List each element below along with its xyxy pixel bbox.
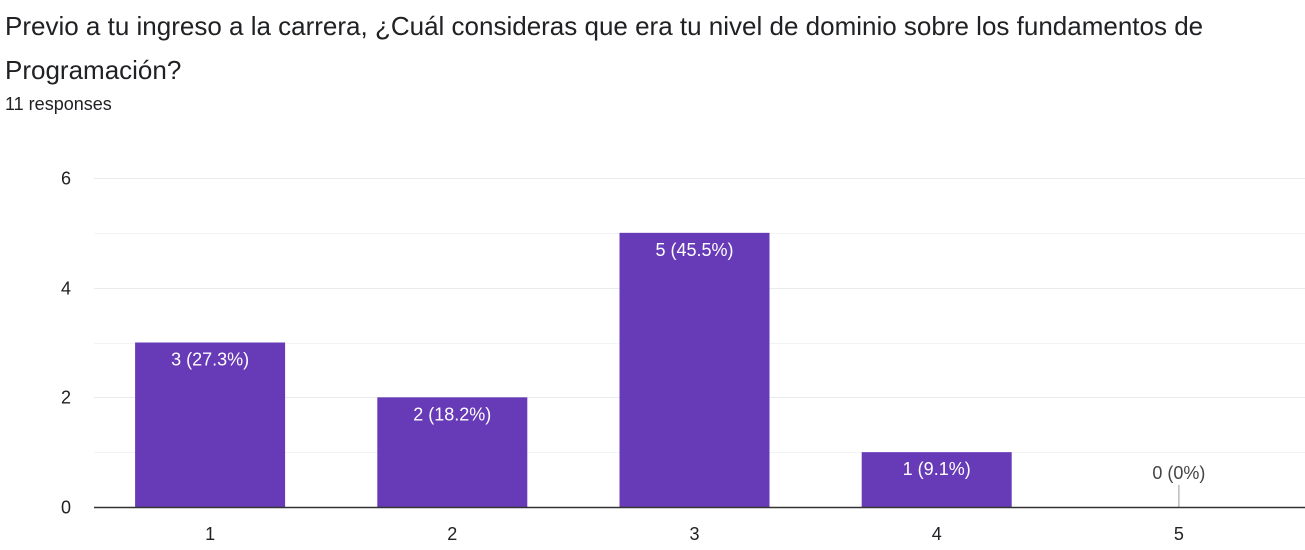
bar[interactable] <box>861 452 1012 507</box>
x-tick-label: 4 <box>932 524 942 544</box>
bar-data-label: 5 (45.5%) <box>655 240 733 260</box>
bar[interactable] <box>377 397 528 507</box>
bar[interactable] <box>619 232 770 508</box>
x-tick-label: 2 <box>447 524 457 544</box>
response-count: 11 responses <box>5 94 112 114</box>
y-tick-label: 4 <box>61 279 71 299</box>
bar-data-label: 0 (0%) <box>1152 463 1205 483</box>
y-tick-label: 6 <box>61 169 71 189</box>
question-title: Previo a tu ingreso a la carrera, ¿Cuál … <box>5 11 1204 85</box>
x-tick-label: 5 <box>1174 524 1184 544</box>
y-tick-label: 2 <box>61 388 71 408</box>
x-tick-label: 3 <box>689 524 699 544</box>
bar-data-label: 2 (18.2%) <box>413 404 491 424</box>
bar-data-label: 3 (27.3%) <box>171 350 249 370</box>
x-tick-label: 1 <box>205 524 215 544</box>
y-tick-label: 0 <box>61 498 71 518</box>
bar-data-label: 1 (9.1%) <box>903 459 971 479</box>
bar[interactable] <box>135 342 286 508</box>
